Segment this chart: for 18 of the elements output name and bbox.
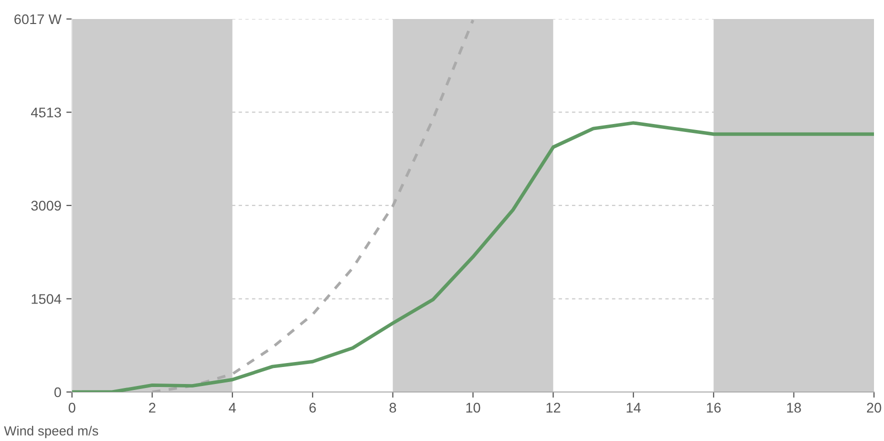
x-tick-label: 14 <box>626 402 641 412</box>
line-series <box>72 121 874 392</box>
x-tick-label: 0 <box>68 402 76 413</box>
y-tick-label: 0 <box>54 387 62 398</box>
x-tick-label: 12 <box>546 402 560 412</box>
y-tick-label: 3009 <box>31 200 61 211</box>
x-tick-label: 18 <box>787 402 801 413</box>
x-axis-title: Wind speed m/s <box>4 426 98 438</box>
y-tick-label: 4513 <box>31 108 61 118</box>
x-tick-label: 10 <box>466 402 480 413</box>
y-tick-label: 1504 <box>32 294 62 304</box>
x-tick-label: 2 <box>149 402 156 412</box>
y-tick-label: 6017 W <box>14 14 62 24</box>
x-tick-label: 20 <box>866 402 882 413</box>
x-tick-label: 6 <box>309 402 316 413</box>
x-tick-label: 8 <box>390 402 396 413</box>
x-tick-label: 16 <box>706 402 721 413</box>
x-tick-label: 4 <box>228 402 236 412</box>
